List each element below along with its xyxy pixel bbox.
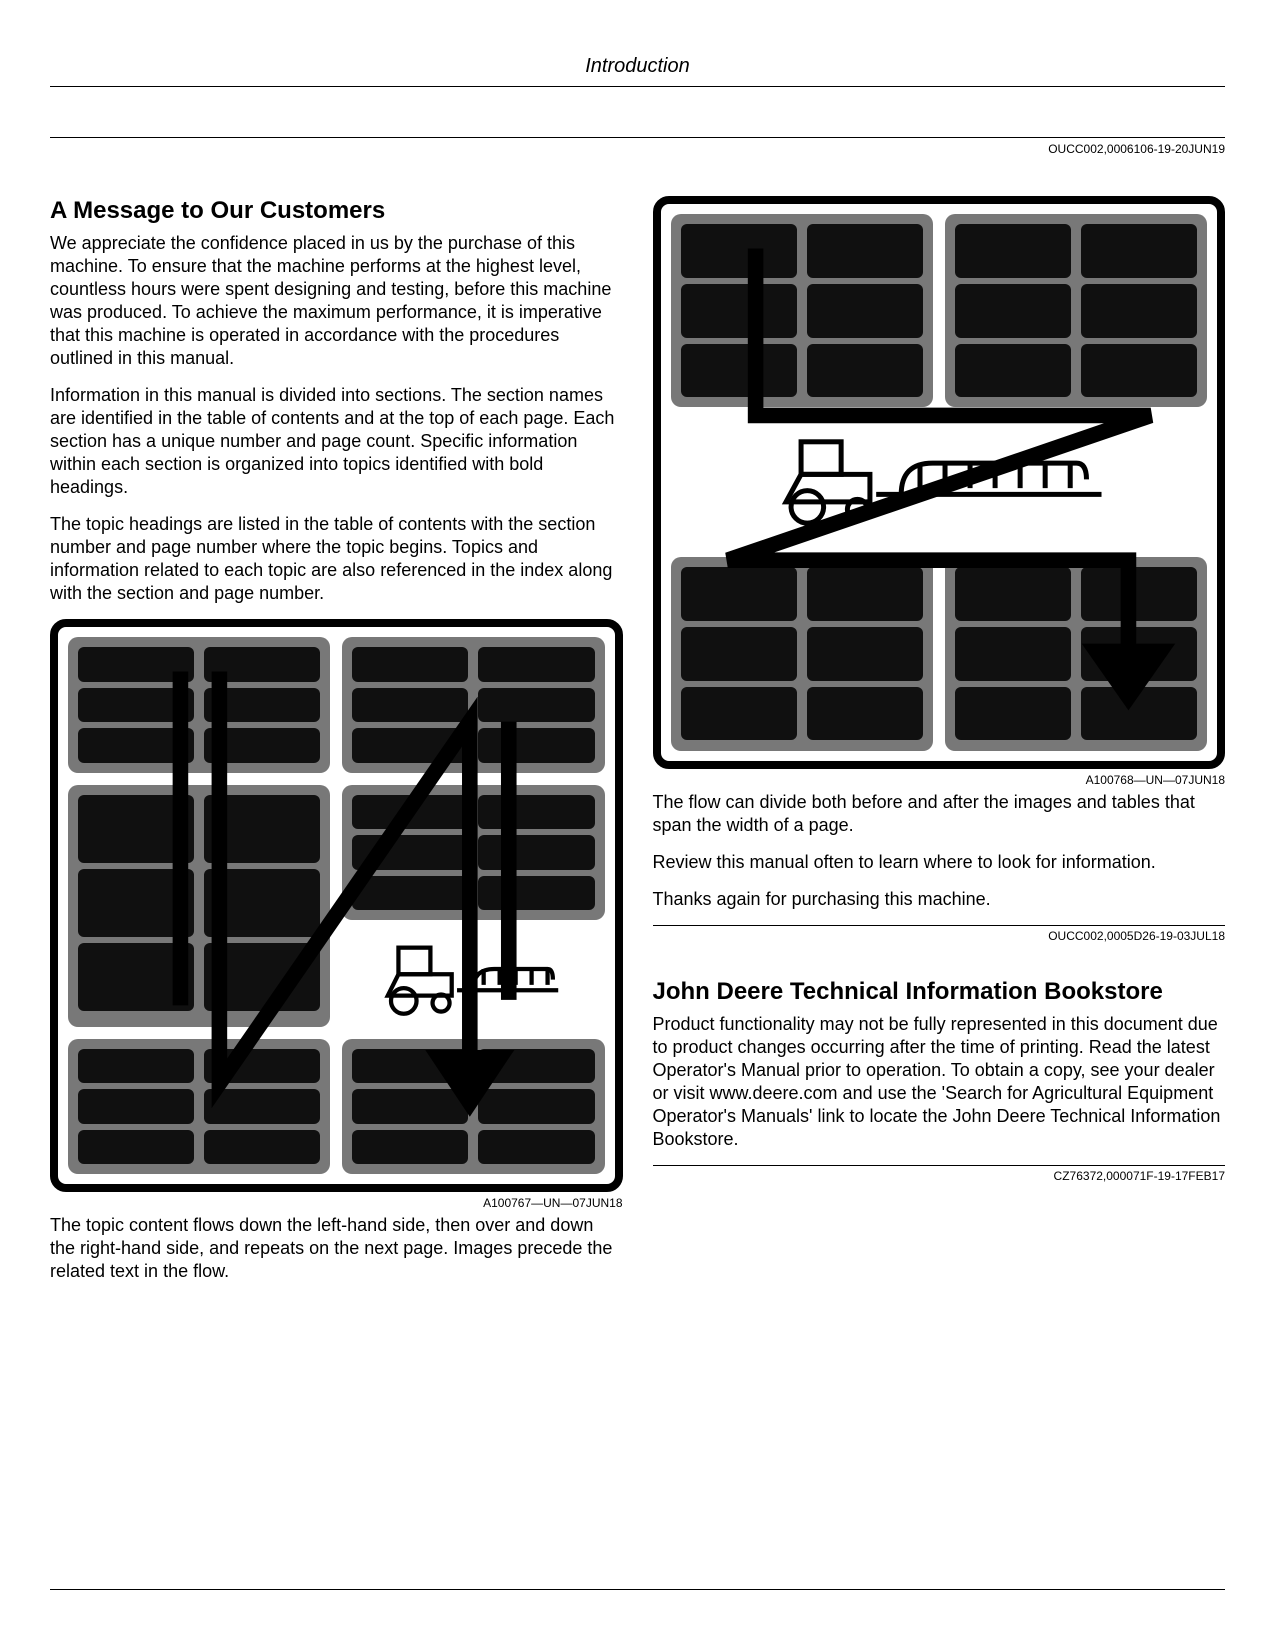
footer-rule: [50, 1589, 1225, 1590]
text-block: [671, 214, 933, 407]
paragraph: The flow can divide both before and afte…: [653, 791, 1226, 837]
heading-bookstore: John Deere Technical Information Booksto…: [653, 977, 1226, 1007]
heading-message-to-customers: A Message to Our Customers: [50, 196, 623, 226]
figure-2-diagram: [653, 196, 1226, 769]
text-block: [342, 1039, 604, 1174]
document-code-top: OUCC002,0006106-19-20JUN19: [50, 137, 1225, 156]
left-column: A Message to Our Customers We appreciate…: [50, 196, 623, 1297]
text-block: [68, 637, 330, 772]
section-end-code: CZ76372,000071F-19-17FEB17: [653, 1165, 1226, 1183]
page-header: Introduction: [50, 55, 1225, 87]
paragraph: Thanks again for purchasing this machine…: [653, 888, 1226, 911]
paragraph: The topic content flows down the left-ha…: [50, 1214, 623, 1283]
section-end-code: OUCC002,0005D26-19-03JUL18: [653, 925, 1226, 943]
text-block: [671, 557, 933, 750]
paragraph: Product functionality may not be fully r…: [653, 1013, 1226, 1151]
text-block: [68, 785, 330, 1027]
text-block: [342, 785, 604, 920]
right-column: A100768—UN—07JUN18 The flow can divide b…: [653, 196, 1226, 1297]
paragraph: We appreciate the confidence placed in u…: [50, 232, 623, 370]
figure-caption: A100768—UN—07JUN18: [653, 773, 1226, 787]
tractor-icon: [342, 932, 604, 1027]
header-title: Introduction: [585, 55, 690, 77]
figure-caption: A100767—UN—07JUN18: [50, 1196, 623, 1210]
text-block: [342, 637, 604, 772]
tractor-icon: [671, 419, 1208, 545]
text-block: [945, 214, 1207, 407]
figure-1-diagram: [50, 619, 623, 1192]
paragraph: Review this manual often to learn where …: [653, 851, 1226, 874]
main-content: A Message to Our Customers We appreciate…: [50, 196, 1225, 1297]
text-block: [945, 557, 1207, 750]
text-block: [68, 1039, 330, 1174]
paragraph: The topic headings are listed in the tab…: [50, 513, 623, 605]
paragraph: Information in this manual is divided in…: [50, 384, 623, 499]
